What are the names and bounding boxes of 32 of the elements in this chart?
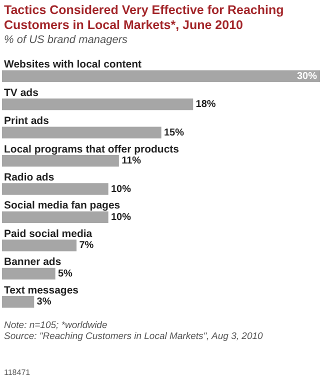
text: 118471	[4, 368, 30, 377]
bar	[2, 98, 194, 110]
bar	[2, 296, 34, 308]
y-tick-label: TV ads	[4, 86, 39, 99]
y-tick-label: Radio ads	[4, 172, 54, 184]
data-label: 3%	[36, 296, 52, 308]
data-label: 5%	[58, 268, 73, 280]
data-label: 15%	[164, 127, 184, 138]
y-tick-label: Social media fan pages	[4, 200, 120, 212]
text: Note: n=105; *worldwide	[4, 320, 108, 331]
bar	[2, 240, 77, 252]
y-tick-label: Text messages	[4, 284, 79, 296]
bar	[2, 268, 56, 280]
bar	[2, 154, 119, 167]
data-label: 10%	[111, 212, 132, 223]
y-tick-label: Paid social media	[4, 228, 92, 240]
y-tick-label: Local programs that offer products	[4, 143, 180, 156]
data-label: 10%	[111, 184, 132, 195]
bar	[2, 211, 108, 224]
chart-title: Tactics Considered Very Effective for Reaching Customers in Local Markets*, June 2010	[4, 3, 285, 33]
y-tick-label: Print ads	[4, 115, 50, 128]
data-label: 7%	[79, 240, 94, 252]
bar	[2, 126, 162, 138]
y-tick-label: Websites with local content	[4, 58, 142, 71]
data-label: 30%	[296, 70, 318, 82]
bar	[2, 183, 108, 195]
source-note: Source: "Reaching Customers in Local Markets", Aug 3, 2010	[4, 331, 264, 342]
data-label: 11%	[122, 156, 142, 167]
chart-subtitle: % of US brand managers	[4, 34, 128, 46]
data-label: 18%	[196, 99, 216, 110]
bar	[2, 70, 320, 82]
y-tick-label: Banner ads	[4, 256, 62, 268]
